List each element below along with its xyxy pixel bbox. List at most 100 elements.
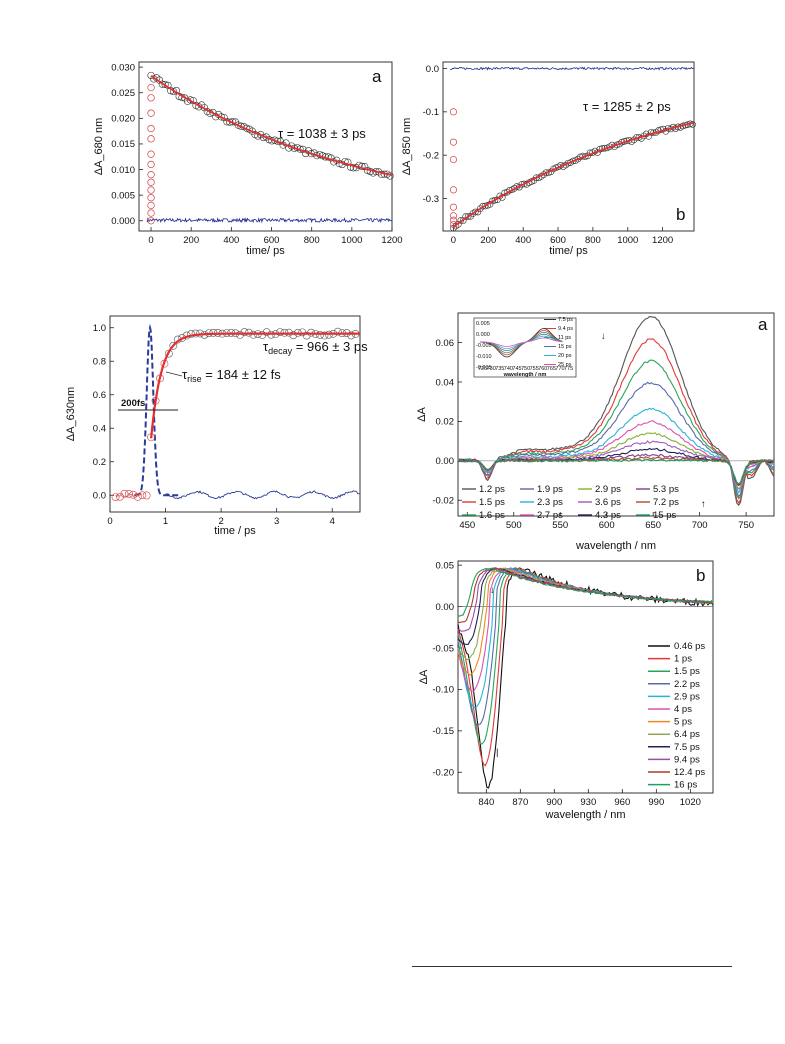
- data-point: [133, 492, 142, 501]
- data-point: [689, 121, 696, 128]
- data-point: [520, 180, 528, 188]
- y-tick-label: 0.8: [93, 357, 106, 368]
- data-point: [124, 489, 133, 498]
- y-tick-label: 0.06: [436, 338, 455, 349]
- inset-y-tick-label: 0.005: [476, 321, 490, 327]
- x-tick-label: 1200: [381, 235, 402, 246]
- x-tick-label: 600: [550, 235, 566, 246]
- data-point: [464, 213, 472, 220]
- inset-x-tick-label: 775: [564, 366, 573, 372]
- chart-p3: 0 1 2 3 4 0.0 0.2 0.4 0.6 0.8 1.0 time / ps ΔA_630nm…: [65, 315, 368, 537]
- x-tick-label: 900: [546, 797, 562, 808]
- inset-x-tick-label: 730: [487, 366, 496, 372]
- plot-frame: [457, 312, 775, 517]
- rise-arrow: |: [496, 747, 498, 758]
- y-tick-label: 0.000: [111, 216, 135, 227]
- panel-label: b: [696, 566, 705, 585]
- rise-point: [449, 155, 458, 164]
- inset-y-tick-label: -0.010: [476, 354, 492, 360]
- y-tick-label: 0.02: [436, 417, 455, 428]
- data-point: [289, 331, 298, 340]
- x-tick-label: 930: [580, 797, 596, 808]
- x-tick-label: 400: [223, 235, 239, 246]
- inset-trace: [479, 335, 563, 350]
- legend-label: 12.4 ps: [674, 767, 705, 778]
- data-point: [489, 197, 496, 205]
- legend-label: 2.7 ps: [537, 510, 563, 521]
- x-tick-label: 800: [585, 235, 601, 246]
- rise-point: [147, 209, 155, 217]
- legend-label: 7.2 ps: [653, 497, 679, 508]
- rise-point: [147, 194, 155, 202]
- x-tick-label: 2: [218, 516, 223, 527]
- fwhm-label: 200fs: [121, 398, 145, 409]
- legend-label: 4 ps: [674, 704, 692, 715]
- y-tick-label: 0.030: [111, 62, 135, 73]
- x-tick-label: 870: [512, 797, 528, 808]
- decay-arrow: ↓: [601, 331, 606, 342]
- inset-x-tick-label: 755: [530, 366, 539, 372]
- data-point: [316, 330, 324, 339]
- legend-label: 2.2 ps: [674, 679, 700, 690]
- inset-legend-label: 9.4 ps: [558, 326, 573, 332]
- annotation-leader: [165, 371, 183, 377]
- x-tick-label: 840: [478, 797, 494, 808]
- data-point: [161, 80, 169, 89]
- rise-point: [449, 212, 458, 220]
- rise-point: [147, 217, 155, 225]
- chart-p1: 0 200 400 600 800 1000 1200 0.000 0.005 0.010 0.01…: [93, 61, 403, 257]
- inset-trace: [480, 331, 563, 354]
- data-point: [142, 491, 151, 500]
- baseline-trace: [115, 492, 143, 499]
- legend-label: 4.3 ps: [595, 510, 621, 521]
- x-tick-label: 3: [274, 516, 279, 527]
- plot-frame: [457, 560, 714, 794]
- inset-x-tick-label: 760: [538, 366, 547, 372]
- rise-point: [147, 124, 155, 133]
- y-tick-label: -0.15: [432, 726, 454, 737]
- inset-x-tick-label: 745: [512, 366, 521, 372]
- legend-label: 1 ps: [674, 654, 692, 665]
- tau-annotation: τ = 1038 ± 3 ps: [278, 126, 366, 141]
- panel-label: b: [676, 205, 685, 224]
- x-tick-label: 550: [552, 520, 568, 531]
- data-point: [258, 331, 267, 339]
- inset-y-tick-label: 0.000: [476, 332, 490, 338]
- x-tick-label: 450: [459, 520, 475, 531]
- spectrum-line: [457, 338, 775, 505]
- rise-point: [147, 94, 155, 102]
- y-tick-label: -0.02: [432, 496, 454, 507]
- legend-label: 15 ps: [653, 510, 676, 521]
- data-point: [217, 113, 225, 121]
- data-point: [120, 489, 129, 498]
- x-tick-label: 600: [264, 235, 280, 246]
- spectrum-line: [457, 567, 714, 617]
- data-point: [450, 224, 457, 232]
- residual-trace: [450, 66, 695, 71]
- y-tick-label: 0.020: [111, 114, 135, 125]
- data-point: [237, 122, 245, 130]
- y-tick-label: 0.0: [426, 64, 439, 75]
- chart-p5: 840 870 900 930 960 990 1020 0.05 0.00 -0.05 -0.10…: [418, 560, 714, 821]
- rise-point: [449, 138, 458, 146]
- y-axis-label: ΔA: [416, 406, 428, 421]
- rise-point: [147, 171, 155, 179]
- tau-rise-annotation: τrise = 184 ± 12 fs: [182, 367, 281, 384]
- inset-trace: [480, 329, 563, 356]
- tau-annotation: τ = 1285 ± 2 ps: [583, 99, 671, 114]
- data-point: [236, 331, 244, 339]
- data-point: [158, 80, 166, 88]
- x-tick-label: 500: [506, 520, 522, 531]
- inset-x-tick-label: 735: [495, 366, 504, 372]
- x-tick-label: 200: [183, 235, 199, 246]
- x-tick-label: 800: [304, 235, 320, 246]
- panel-label: a: [758, 315, 768, 334]
- data-point: [533, 174, 540, 181]
- spectrum-line: [457, 458, 775, 485]
- y-tick-label: 0.04: [436, 377, 455, 388]
- x-axis-label: wavelength / nm: [544, 809, 625, 821]
- y-tick-label: 0.025: [111, 88, 135, 99]
- rise-point: [147, 178, 155, 186]
- inset-legend-label: 7.5 ps: [558, 317, 573, 323]
- x-tick-label: 960: [614, 797, 630, 808]
